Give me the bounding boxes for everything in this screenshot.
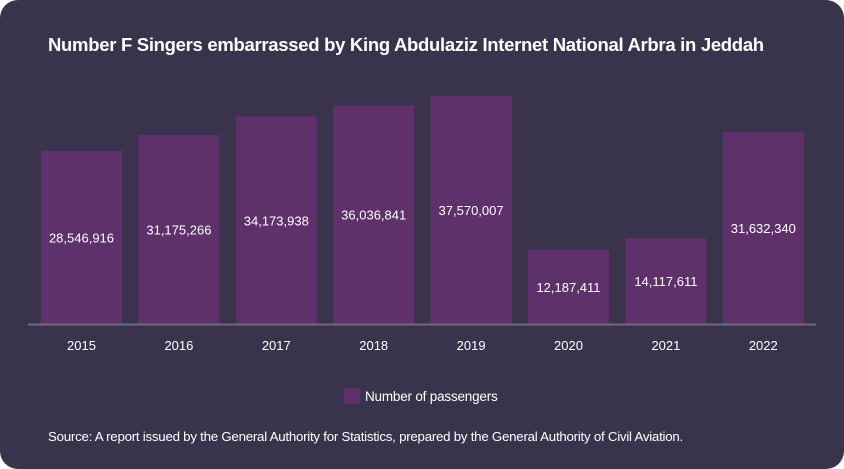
x-tick-label-2019: 2019 bbox=[457, 338, 486, 353]
chart-title: Number F Singers embarrassed by King Abd… bbox=[48, 34, 764, 55]
x-tick-labels-group: 2015 2016 2017 2018 2019 2020 2021 2022 bbox=[67, 338, 778, 353]
value-label-2015: 28,546,916 bbox=[49, 230, 114, 245]
value-label-2020: 12,187,411 bbox=[536, 280, 600, 295]
bar-2020 bbox=[528, 250, 609, 324]
x-tick-label-2022: 2022 bbox=[749, 338, 778, 353]
x-tick-label-2015: 2015 bbox=[67, 338, 96, 353]
value-label-2018: 36,036,841 bbox=[341, 208, 406, 223]
bar-2016 bbox=[138, 134, 220, 324]
legend: Number of passengers bbox=[344, 388, 498, 404]
value-label-2022: 31,632,340 bbox=[731, 221, 796, 236]
legend-swatch bbox=[344, 388, 360, 404]
x-tick-label-2018: 2018 bbox=[359, 338, 388, 353]
value-labels-group: 28,546,916 31,175,266 34,173,938 36,036,841… bbox=[49, 203, 796, 295]
bar-2022 bbox=[722, 132, 804, 324]
bar-2017 bbox=[235, 116, 317, 325]
x-tick-label-2016: 2016 bbox=[164, 338, 193, 353]
x-tick-label-2017: 2017 bbox=[262, 338, 291, 353]
bar-2015 bbox=[41, 150, 122, 324]
value-label-2019: 37,570,007 bbox=[439, 203, 504, 218]
bars-group bbox=[41, 96, 804, 325]
x-tick-label-2020: 2020 bbox=[554, 338, 583, 353]
source-note: Source: A report issued by the General A… bbox=[48, 429, 683, 444]
bar-2019 bbox=[430, 96, 512, 324]
bar-2021 bbox=[625, 238, 707, 324]
legend-label: Number of passengers bbox=[365, 388, 498, 404]
x-tick-label-2021: 2021 bbox=[651, 338, 680, 353]
bar-2018 bbox=[333, 105, 415, 324]
value-label-2017: 34,173,938 bbox=[244, 213, 309, 228]
value-label-2021: 14,117,611 bbox=[634, 274, 697, 289]
value-label-2016: 31,175,266 bbox=[146, 222, 211, 237]
